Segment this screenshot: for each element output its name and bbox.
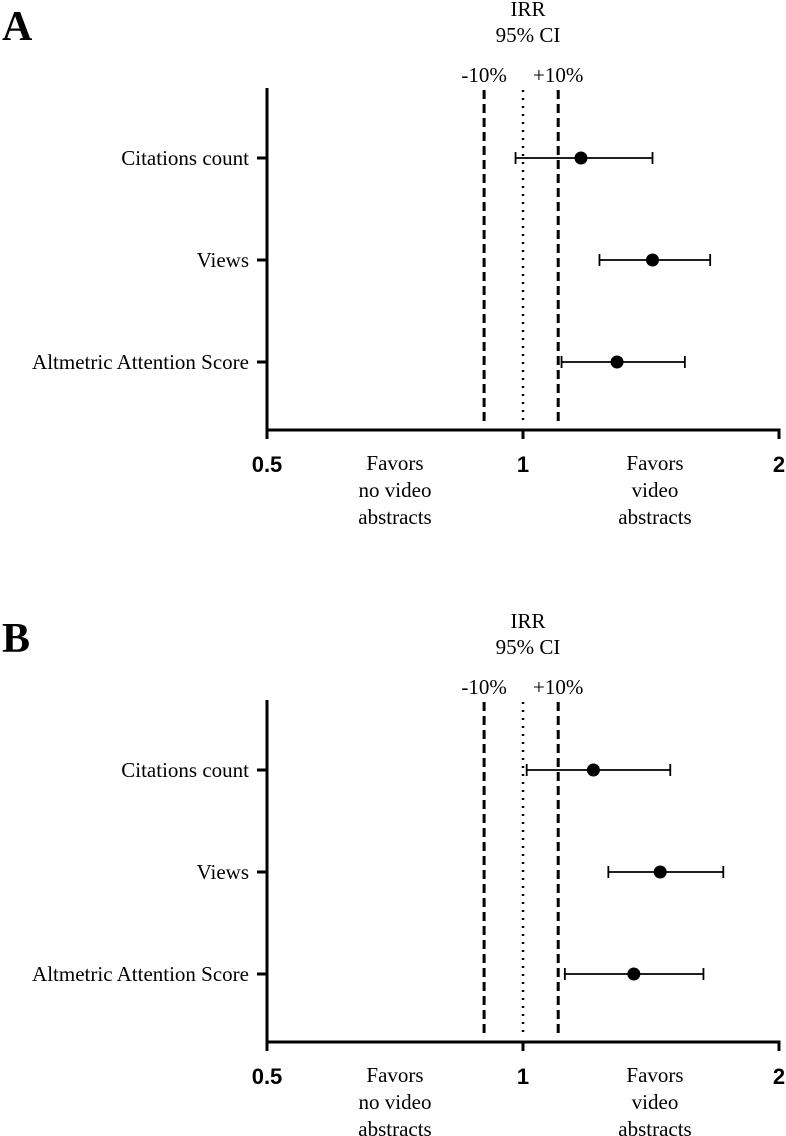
annotation-favors-no-video: no video	[359, 478, 432, 502]
annotation-favors-no-video: Favors	[366, 451, 423, 475]
point-estimate	[610, 355, 624, 369]
reference-line-label: -10%	[461, 675, 507, 699]
annotation-favors-no-video: abstracts	[358, 505, 431, 529]
point-estimate	[627, 967, 641, 981]
header-line: 95% CI	[496, 23, 561, 47]
point-estimate	[574, 151, 588, 165]
category-label: Views	[197, 860, 249, 884]
x-tick-label: 1	[517, 1064, 529, 1089]
category-label: Citations count	[121, 146, 249, 170]
reference-line-label: -10%	[461, 63, 507, 87]
x-tick-label: 0.5	[252, 1064, 283, 1089]
panel-label: A	[2, 4, 33, 50]
point-estimate	[646, 253, 660, 267]
header-line: 95% CI	[496, 635, 561, 659]
annotation-favors-video: abstracts	[618, 1117, 691, 1136]
annotation-favors-no-video: Favors	[366, 1063, 423, 1087]
x-tick-label: 2	[773, 1064, 785, 1089]
annotation-favors-video: Favors	[626, 1063, 683, 1087]
annotation-favors-no-video: abstracts	[358, 1117, 431, 1136]
x-tick-label: 0.5	[252, 452, 283, 477]
annotation-favors-video: abstracts	[618, 505, 691, 529]
reference-line-label: +10%	[533, 63, 583, 87]
category-label: Citations count	[121, 758, 249, 782]
header-line: IRR	[510, 0, 545, 21]
x-tick-label: 2	[773, 452, 785, 477]
category-label: Altmetric Attention Score	[32, 350, 249, 374]
category-label: Altmetric Attention Score	[32, 962, 249, 986]
annotation-favors-video: Favors	[626, 451, 683, 475]
point-estimate	[653, 865, 667, 879]
x-tick-label: 1	[517, 452, 529, 477]
point-estimate	[586, 763, 600, 777]
panel-label: B	[2, 616, 30, 662]
category-label: Views	[197, 248, 249, 272]
annotation-favors-video: video	[632, 478, 679, 502]
annotation-favors-video: video	[632, 1090, 679, 1114]
reference-line-label: +10%	[533, 675, 583, 699]
annotation-favors-no-video: no video	[359, 1090, 432, 1114]
header-line: IRR	[510, 609, 545, 633]
